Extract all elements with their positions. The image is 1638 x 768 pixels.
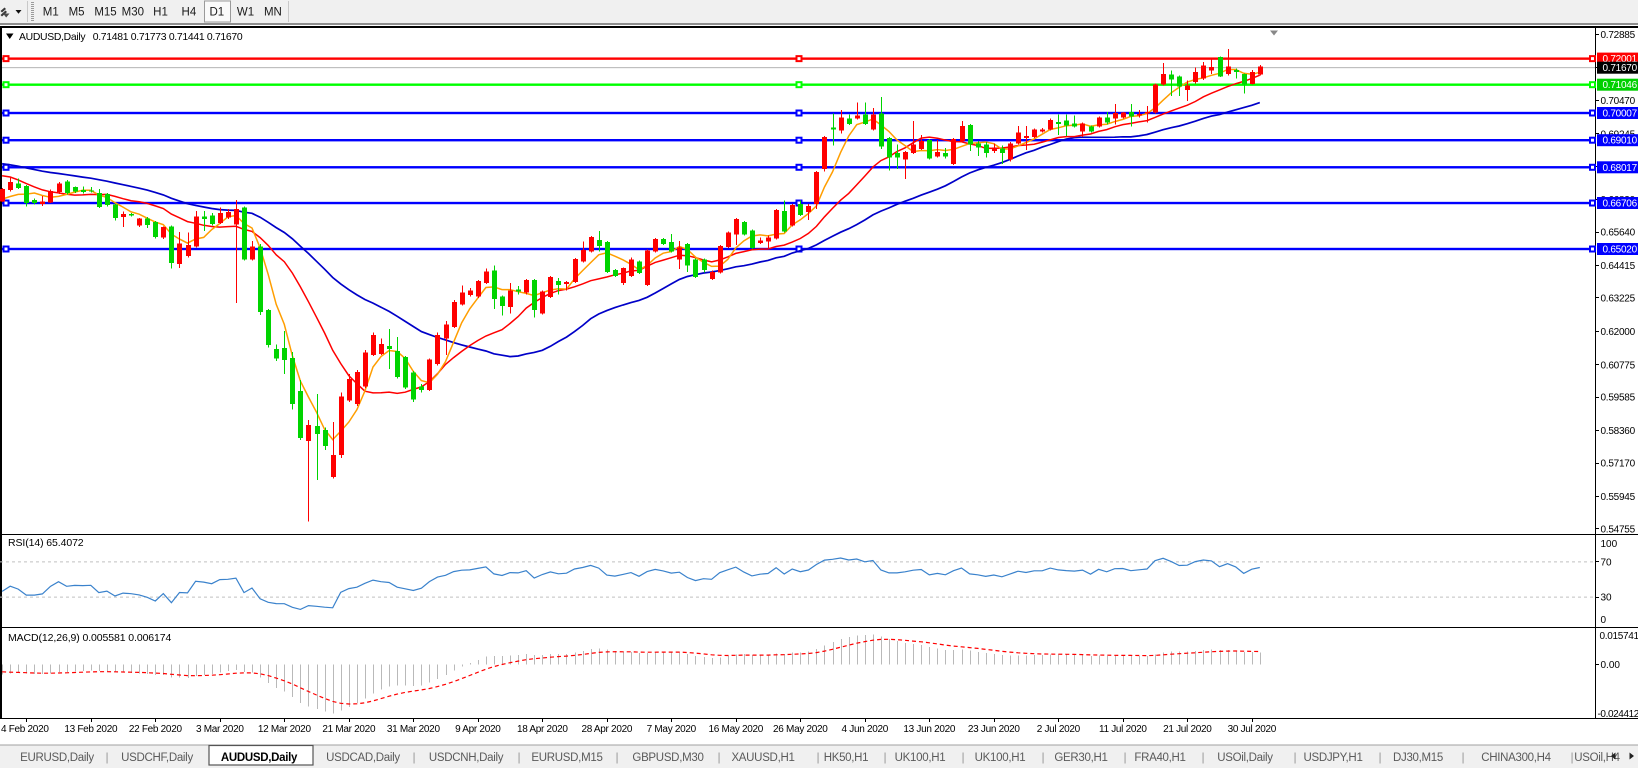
svg-text:HK50,H1: HK50,H1 <box>824 752 869 764</box>
svg-text:100: 100 <box>1601 539 1618 550</box>
svg-text:USDCAD,Daily: USDCAD,Daily <box>326 752 400 764</box>
svg-text:9 Apr 2020: 9 Apr 2020 <box>455 724 501 735</box>
svg-text:UK100,H1: UK100,H1 <box>975 752 1026 764</box>
svg-text:D1: D1 <box>209 7 224 19</box>
svg-text:RSI(14) 65.4072: RSI(14) 65.4072 <box>8 537 84 549</box>
svg-text:|: | <box>1378 750 1381 764</box>
svg-text:21 Jul 2020: 21 Jul 2020 <box>1163 724 1212 735</box>
svg-text:USDCNH,Daily: USDCNH,Daily <box>429 752 504 764</box>
svg-text:MACD(12,26,9) 0.005581 0.00617: MACD(12,26,9) 0.005581 0.006174 <box>8 632 172 644</box>
svg-text:USDJPY,H1: USDJPY,H1 <box>1303 752 1362 764</box>
svg-text:GBPUSD,M30: GBPUSD,M30 <box>632 752 703 764</box>
svg-text:M30: M30 <box>122 7 144 19</box>
svg-text:13 Jun 2020: 13 Jun 2020 <box>903 724 955 735</box>
svg-text:|: | <box>1123 750 1126 764</box>
svg-text:|: | <box>1461 750 1464 764</box>
svg-text:7 May 2020: 7 May 2020 <box>647 724 697 735</box>
svg-text:16 May 2020: 16 May 2020 <box>709 724 764 735</box>
svg-text:|: | <box>1293 750 1296 764</box>
svg-text:0.66706: 0.66706 <box>1603 199 1638 210</box>
svg-text:22 Feb 2020: 22 Feb 2020 <box>129 724 183 735</box>
svg-text:0.59585: 0.59585 <box>1601 393 1636 404</box>
svg-text:0.72885: 0.72885 <box>1601 30 1636 41</box>
svg-text:-0.024412: -0.024412 <box>1598 709 1638 720</box>
svg-text:30 Jul 2020: 30 Jul 2020 <box>1228 724 1277 735</box>
svg-text:0.00: 0.00 <box>1601 660 1621 671</box>
svg-text:0.64415: 0.64415 <box>1601 261 1636 272</box>
svg-text:0.70007: 0.70007 <box>1603 109 1638 120</box>
svg-text:|: | <box>615 750 618 764</box>
svg-text:0.69010: 0.69010 <box>1603 136 1638 147</box>
svg-text:0.68017: 0.68017 <box>1603 163 1638 174</box>
svg-text:|: | <box>1041 750 1044 764</box>
svg-text:0.54755: 0.54755 <box>1601 524 1636 535</box>
svg-text:2 Jul 2020: 2 Jul 2020 <box>1037 724 1081 735</box>
svg-text:DJ30,M15: DJ30,M15 <box>1393 752 1443 764</box>
svg-text:|: | <box>412 750 415 764</box>
svg-text:M15: M15 <box>94 7 116 19</box>
svg-text:11 Jul 2020: 11 Jul 2020 <box>1099 724 1147 735</box>
svg-text:18 Apr 2020: 18 Apr 2020 <box>517 724 568 735</box>
svg-text:|: | <box>717 750 720 764</box>
svg-text:0.015741: 0.015741 <box>1600 631 1638 642</box>
svg-text:26 May 2020: 26 May 2020 <box>773 724 828 735</box>
svg-text:0.55945: 0.55945 <box>1601 492 1636 503</box>
svg-text:21 Mar 2020: 21 Mar 2020 <box>322 724 376 735</box>
svg-text:AUDUSD,Daily 0.71481 0.71773: AUDUSD,Daily 0.71481 0.71773 0.71441 0.7… <box>19 32 243 43</box>
svg-text:31 Mar 2020: 31 Mar 2020 <box>387 724 441 735</box>
svg-text:W1: W1 <box>237 7 254 19</box>
svg-text:|: | <box>1201 750 1204 764</box>
svg-text:0.65640: 0.65640 <box>1601 228 1636 239</box>
svg-text:0.63225: 0.63225 <box>1601 294 1636 305</box>
svg-text:0.58360: 0.58360 <box>1601 426 1636 437</box>
svg-text:CHINA300,H4: CHINA300,H4 <box>1481 752 1551 764</box>
svg-text:0.71046: 0.71046 <box>1603 80 1638 91</box>
svg-text:12 Mar 2020: 12 Mar 2020 <box>258 724 312 735</box>
svg-text:0.62000: 0.62000 <box>1601 327 1636 338</box>
svg-text:0.57170: 0.57170 <box>1601 459 1636 470</box>
svg-text:4 Feb 2020: 4 Feb 2020 <box>1 724 49 735</box>
svg-text:0.65020: 0.65020 <box>1603 245 1638 256</box>
svg-text:USOil,H4: USOil,H4 <box>1574 752 1620 764</box>
svg-text:MN: MN <box>264 7 282 19</box>
svg-text:USDCHF,Daily: USDCHF,Daily <box>121 752 193 764</box>
svg-text:23 Jun 2020: 23 Jun 2020 <box>968 724 1020 735</box>
svg-text:FRA40,H1: FRA40,H1 <box>1134 752 1185 764</box>
svg-text:M1: M1 <box>43 7 59 19</box>
svg-text:AUDUSD,Daily: AUDUSD,Daily <box>221 752 298 764</box>
svg-text:GER30,H1: GER30,H1 <box>1054 752 1107 764</box>
svg-text:28 Apr 2020: 28 Apr 2020 <box>581 724 632 735</box>
svg-text:H4: H4 <box>182 7 197 19</box>
svg-text:M5: M5 <box>69 7 85 19</box>
svg-text:30: 30 <box>1601 593 1613 604</box>
svg-text:XAUUSD,H1: XAUUSD,H1 <box>731 752 794 764</box>
svg-text:4 Jun 2020: 4 Jun 2020 <box>842 724 889 735</box>
svg-text:3 Mar 2020: 3 Mar 2020 <box>196 724 244 735</box>
svg-text:H1: H1 <box>153 7 168 19</box>
svg-text:0.72001: 0.72001 <box>1603 54 1638 65</box>
svg-text:EURUSD,M15: EURUSD,M15 <box>531 752 602 764</box>
svg-text:0.60775: 0.60775 <box>1601 360 1636 371</box>
svg-text:0.71670: 0.71670 <box>1603 63 1638 74</box>
svg-text:|: | <box>517 750 520 764</box>
svg-text:UK100,H1: UK100,H1 <box>895 752 946 764</box>
svg-text:USOil,Daily: USOil,Daily <box>1217 752 1273 764</box>
svg-text:13 Feb 2020: 13 Feb 2020 <box>64 724 118 735</box>
svg-text:|: | <box>961 750 964 764</box>
svg-text:|: | <box>883 750 886 764</box>
svg-text:EURUSD,Daily: EURUSD,Daily <box>20 752 94 764</box>
svg-text:0.70470: 0.70470 <box>1601 96 1636 107</box>
svg-text:0: 0 <box>1601 615 1607 626</box>
svg-text:|: | <box>816 750 819 764</box>
svg-text:70: 70 <box>1601 557 1613 568</box>
svg-text:|: | <box>105 750 108 764</box>
svg-text:|: | <box>1570 750 1573 764</box>
